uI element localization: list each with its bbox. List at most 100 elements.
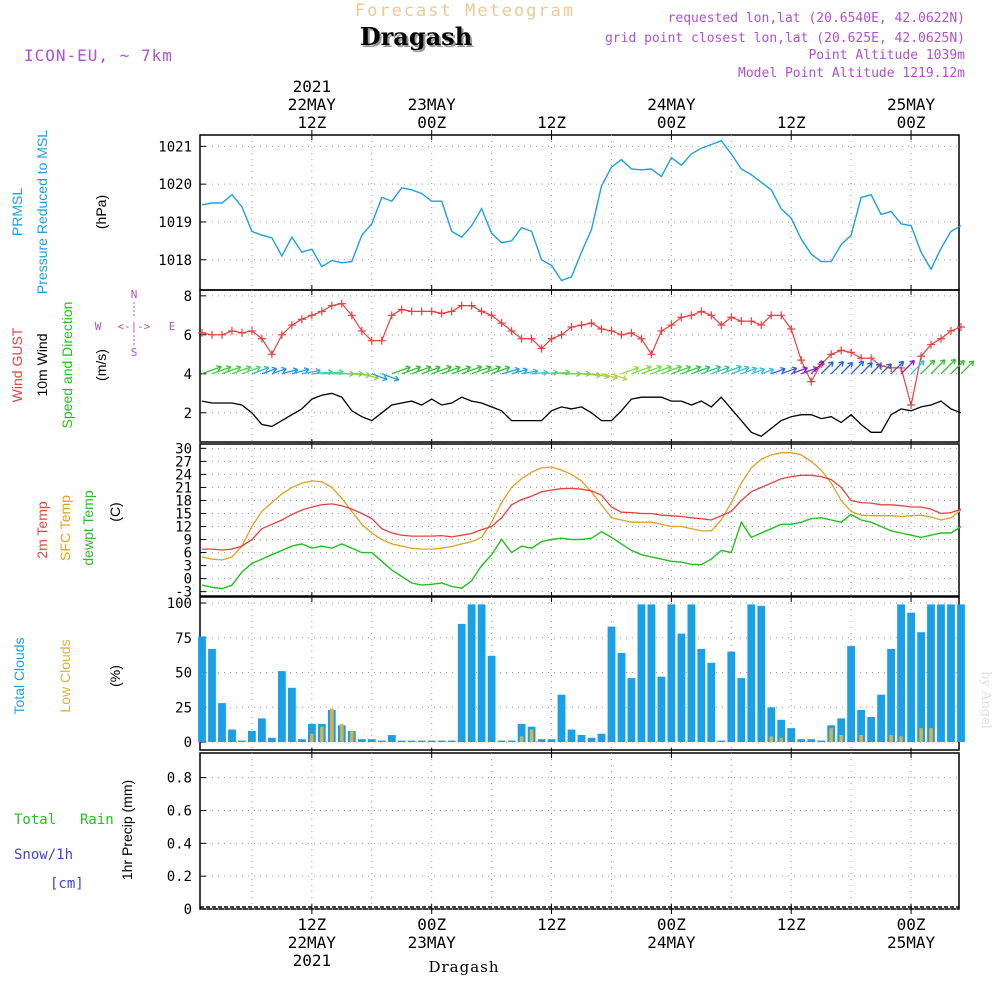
wind-arrowhead [847, 361, 854, 368]
wind-arrow [810, 360, 825, 375]
bottom-time-label: 12Z [537, 915, 566, 934]
y-tick-label: 100 [167, 596, 192, 612]
top-time-label: 23MAY [408, 95, 457, 114]
wind-arrow [711, 366, 730, 375]
total-label: Total [14, 812, 56, 828]
bottom-time-label: 24MAY [647, 933, 696, 952]
gust-marker [737, 317, 746, 326]
wind-arrow [241, 366, 261, 375]
gust-marker [237, 328, 246, 337]
y-tick-label: 1021 [158, 139, 192, 155]
total-cloud-bar [288, 687, 296, 742]
wind-arrow [541, 371, 558, 375]
total-cloud-bar [407, 740, 416, 742]
wind-arrowhead [909, 359, 916, 366]
total-cloud-bar [298, 739, 306, 742]
gust-marker [857, 354, 866, 363]
wind-arrow [201, 366, 222, 375]
y-tick-label: 0 [184, 902, 192, 918]
total-cloud-bar [308, 723, 316, 742]
gust-marker [507, 326, 516, 335]
y-tick-label: 9 [184, 533, 192, 549]
dewpt-line [201, 513, 962, 590]
wind-arrow [950, 360, 965, 375]
total-cloud-bar [198, 636, 206, 742]
low-cloud-bar [519, 736, 524, 742]
total-cloud-bar [697, 648, 706, 742]
wind-arrow [551, 371, 570, 375]
y-tick-label: 6 [184, 546, 192, 562]
gust-marker [198, 328, 206, 337]
total-cloud-bar [367, 739, 376, 742]
wind-arrowhead [704, 365, 711, 372]
total-cloud-bar [877, 694, 885, 742]
wind-arrowhead [485, 365, 492, 372]
location-title-shadow: Dragash [362, 24, 474, 53]
gust-marker [727, 313, 736, 322]
wind-arrowhead [875, 363, 882, 369]
wind-arrow [890, 360, 904, 375]
gust-marker [597, 324, 606, 333]
y-tick-label: 0 [184, 735, 192, 751]
gust-marker [847, 348, 856, 357]
model-label: ICON-EU, ~ 7km [24, 46, 173, 65]
wind-arrow [531, 371, 548, 375]
low-cloud-bar [769, 736, 773, 742]
wind-arrow [930, 359, 946, 375]
wind-arrowhead [939, 359, 946, 365]
total-cloud-bar [707, 662, 716, 742]
total-cloud-bar [907, 612, 915, 742]
wind-arrowhead [455, 365, 461, 372]
total-cloud-bar [917, 632, 925, 742]
wind-arrow [870, 363, 882, 375]
wind-arrowhead [382, 375, 388, 382]
y-tick-label: 1019 [158, 215, 192, 231]
wind-arrowhead [666, 364, 672, 371]
wind-arrow [421, 366, 441, 375]
gust-marker [407, 307, 416, 316]
wind-arrow [611, 373, 628, 381]
wind-arrowhead [867, 362, 873, 368]
wind-arrowhead [415, 365, 422, 372]
bottom-time-label: 2021 [293, 951, 332, 970]
gust-marker [747, 317, 756, 326]
wind-arrowhead [263, 365, 270, 372]
low-cloud-bar [340, 723, 344, 742]
low-cloud-bar [929, 728, 933, 742]
total-cloud-bar [777, 719, 786, 742]
wind-arrow [681, 366, 701, 375]
top-time-label: 22MAY [288, 95, 337, 114]
total-cloud-bar [857, 710, 865, 742]
wind-arrow [591, 373, 610, 378]
compass-south: S [131, 346, 138, 359]
gust-marker [867, 354, 876, 363]
wind-arrowhead [898, 360, 905, 367]
total-cloud-bar [557, 694, 566, 742]
wind-arrow [820, 361, 834, 375]
y-tick-label: 0.2 [167, 869, 192, 885]
gust-marker [487, 311, 496, 320]
gust-marker [677, 313, 686, 322]
total-cloud-bar [537, 739, 546, 742]
dewpt-label: dewpt Temp [80, 490, 96, 565]
top-time-label: 00Z [417, 113, 446, 132]
gust-marker [337, 299, 346, 308]
gust-marker [397, 305, 406, 314]
total-cloud-bar [417, 740, 426, 742]
y-tick-label: 1020 [158, 177, 192, 193]
wind-arrow [731, 366, 750, 375]
low-cloud-bar [529, 729, 534, 742]
wind-arrowhead [676, 364, 682, 371]
total-cloud-bar [238, 740, 246, 742]
wind-arrow [910, 360, 925, 375]
wind-arrow [391, 366, 411, 375]
y-tick-label: 2 [184, 406, 192, 422]
total-cloud-bar [687, 604, 696, 742]
wind-arrowhead [858, 360, 865, 367]
wind-arrowhead [225, 365, 232, 372]
gust-marker [277, 330, 286, 339]
total-cloud-bar [897, 604, 905, 742]
wind-arrowhead [235, 365, 242, 372]
wind-arrowhead [751, 366, 758, 373]
gust-marker [477, 307, 486, 316]
